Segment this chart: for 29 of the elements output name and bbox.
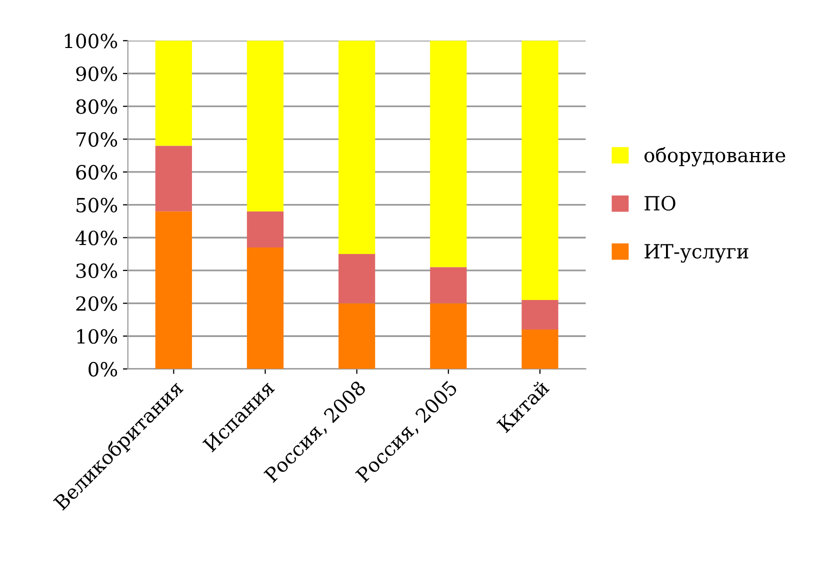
bar — [338, 254, 376, 304]
bar — [246, 247, 284, 369]
y-tick-label: 20% — [76, 296, 118, 311]
bar — [430, 303, 467, 369]
y-tick-label: 30% — [76, 263, 118, 278]
bar — [522, 330, 558, 369]
y-tick-label: 50% — [76, 198, 118, 212]
y-tick-label: 0% — [88, 362, 118, 377]
y-tick-label: 60% — [76, 164, 118, 180]
bar — [155, 146, 192, 212]
bar — [155, 40, 192, 146]
bar — [522, 300, 558, 330]
bar — [430, 40, 467, 268]
y-tick-label: 40% — [76, 230, 118, 246]
bar — [338, 40, 376, 254]
legend-label: оборудование — [644, 146, 786, 166]
bar — [155, 211, 192, 369]
legend-label: ПО — [644, 196, 676, 211]
y-tick-label: 90% — [76, 66, 118, 82]
y-tick-label: 10% — [77, 329, 118, 344]
bar — [246, 211, 284, 248]
y-tick-label: 80% — [76, 99, 118, 114]
y-tick-label: 70% — [76, 132, 118, 147]
bar — [522, 40, 558, 300]
legend-label: ИТ-услуги — [644, 244, 748, 263]
bar — [338, 303, 376, 369]
bar — [246, 40, 284, 212]
bar — [430, 267, 467, 304]
y-tick-label: 100% — [64, 34, 118, 48]
